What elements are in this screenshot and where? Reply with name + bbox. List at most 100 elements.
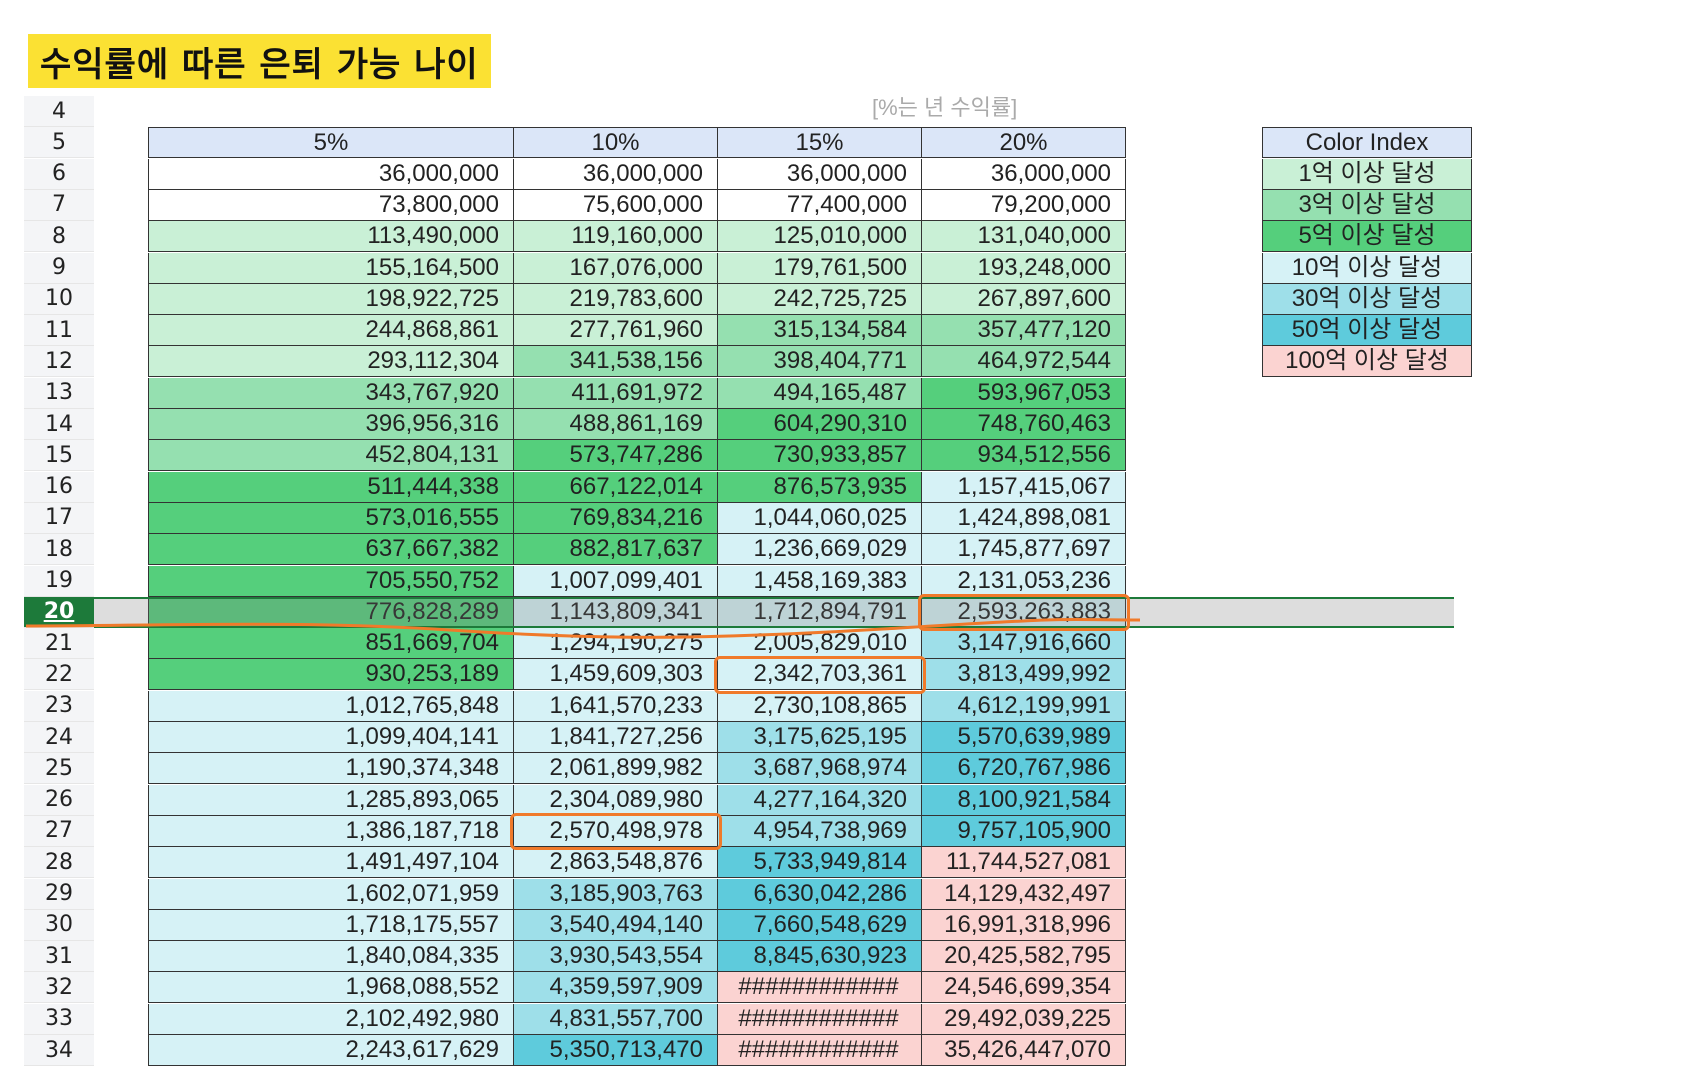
table-cell[interactable]: ############ — [718, 972, 922, 1004]
table-cell[interactable]: 748,760,463 — [922, 409, 1126, 440]
table-cell[interactable]: 3,540,494,140 — [514, 909, 718, 941]
table-cell[interactable]: 315,134,584 — [718, 315, 922, 347]
table-cell[interactable]: 1,718,175,557 — [148, 909, 514, 941]
table-cell[interactable]: 573,747,286 — [514, 440, 718, 472]
table-cell[interactable]: 730,933,857 — [718, 440, 922, 472]
row-number-7[interactable]: 7 — [24, 189, 94, 221]
table-cell[interactable]: 2,863,548,876 — [514, 847, 718, 879]
row-number-32[interactable]: 32 — [24, 972, 94, 1004]
row-number-5[interactable]: 5 — [24, 127, 94, 159]
table-cell[interactable]: 2,570,498,978 — [514, 815, 718, 847]
table-cell[interactable]: 4,277,164,320 — [718, 784, 922, 816]
table-cell[interactable]: 3,930,543,554 — [514, 941, 718, 973]
table-cell[interactable]: 1,841,727,256 — [514, 722, 718, 753]
table-cell[interactable]: 16,991,318,996 — [922, 909, 1126, 941]
table-cell[interactable]: 277,761,960 — [514, 315, 718, 347]
table-cell[interactable]: 341,538,156 — [514, 346, 718, 378]
table-cell[interactable]: 411,691,972 — [514, 377, 718, 409]
table-cell[interactable]: 3,687,968,974 — [718, 753, 922, 785]
table-cell[interactable]: 36,000,000 — [718, 158, 922, 190]
table-cell[interactable]: 8,845,630,923 — [718, 941, 922, 973]
table-cell[interactable]: 5,570,639,989 — [922, 722, 1126, 753]
table-cell[interactable]: 1,007,099,401 — [514, 565, 718, 597]
table-cell[interactable]: 2,005,829,010 — [718, 628, 922, 660]
row-number-14[interactable]: 14 — [24, 409, 94, 440]
table-cell[interactable]: 113,490,000 — [148, 221, 514, 253]
table-cell[interactable]: 3,185,903,763 — [514, 878, 718, 910]
row-number-29[interactable]: 29 — [24, 878, 94, 910]
row-number-9[interactable]: 9 — [24, 252, 94, 284]
table-cell[interactable]: 244,868,861 — [148, 315, 514, 347]
table-cell[interactable]: 77,400,000 — [718, 189, 922, 221]
table-cell[interactable]: 75,600,000 — [514, 189, 718, 221]
table-cell[interactable]: 2,102,492,980 — [148, 1003, 514, 1035]
table-cell[interactable]: 396,956,316 — [148, 409, 514, 440]
table-cell[interactable]: 14,129,432,497 — [922, 878, 1126, 910]
table-cell[interactable]: ############ — [718, 1003, 922, 1035]
table-cell[interactable]: 3,175,625,195 — [718, 722, 922, 753]
row-number-30[interactable]: 30 — [24, 909, 94, 941]
row-number-6[interactable]: 6 — [24, 158, 94, 190]
table-cell[interactable]: 357,477,120 — [922, 315, 1126, 347]
row-number-11[interactable]: 11 — [24, 315, 94, 347]
table-cell[interactable]: 198,922,725 — [148, 283, 514, 315]
row-number-21[interactable]: 21 — [24, 628, 94, 660]
table-cell[interactable]: 4,954,738,969 — [718, 815, 922, 847]
table-cell[interactable]: 1,491,497,104 — [148, 847, 514, 879]
table-cell[interactable]: 2,131,053,236 — [922, 565, 1126, 597]
row-number-27[interactable]: 27 — [24, 815, 94, 847]
table-cell[interactable]: 637,667,382 — [148, 534, 514, 566]
table-cell[interactable]: 11,744,527,081 — [922, 847, 1126, 879]
table-cell[interactable]: 7,660,548,629 — [718, 909, 922, 941]
table-cell[interactable]: 593,967,053 — [922, 377, 1126, 409]
table-cell[interactable]: 293,112,304 — [148, 346, 514, 378]
row-number-34[interactable]: 34 — [24, 1035, 94, 1066]
row-number-13[interactable]: 13 — [24, 377, 94, 409]
row-number-4[interactable]: 4 — [24, 96, 94, 127]
row-number-17[interactable]: 17 — [24, 502, 94, 534]
table-cell[interactable]: 1,012,765,848 — [148, 690, 514, 722]
table-cell[interactable]: 29,492,039,225 — [922, 1003, 1126, 1035]
table-cell[interactable]: 4,359,597,909 — [514, 972, 718, 1004]
table-cell[interactable]: 769,834,216 — [514, 502, 718, 534]
table-cell[interactable]: 2,342,703,361 — [718, 659, 922, 691]
table-cell[interactable]: 1,459,609,303 — [514, 659, 718, 691]
table-cell[interactable]: 119,160,000 — [514, 221, 718, 253]
table-cell[interactable]: 167,076,000 — [514, 252, 718, 284]
table-cell[interactable]: 35,426,447,070 — [922, 1035, 1126, 1066]
row-number-10[interactable]: 10 — [24, 283, 94, 315]
row-number-16[interactable]: 16 — [24, 471, 94, 503]
table-cell[interactable]: 5,733,949,814 — [718, 847, 922, 879]
row-number-33[interactable]: 33 — [24, 1003, 94, 1035]
table-cell[interactable]: 1,157,415,067 — [922, 471, 1126, 503]
table-cell[interactable]: 131,040,000 — [922, 221, 1126, 253]
table-cell[interactable]: 1,236,669,029 — [718, 534, 922, 566]
row-number-19[interactable]: 19 — [24, 565, 94, 597]
table-cell[interactable]: 343,767,920 — [148, 377, 514, 409]
table-cell[interactable]: 73,800,000 — [148, 189, 514, 221]
row-number-25[interactable]: 25 — [24, 753, 94, 785]
table-cell[interactable]: 179,761,500 — [718, 252, 922, 284]
table-cell[interactable]: 1,602,071,959 — [148, 878, 514, 910]
row-number-24[interactable]: 24 — [24, 722, 94, 753]
table-cell[interactable]: 464,972,544 — [922, 346, 1126, 378]
row-number-31[interactable]: 31 — [24, 941, 94, 973]
row-number-23[interactable]: 23 — [24, 690, 94, 722]
table-cell[interactable]: 193,248,000 — [922, 252, 1126, 284]
table-cell[interactable]: 2,061,899,982 — [514, 753, 718, 785]
column-header[interactable]: 10% — [514, 127, 718, 159]
table-cell[interactable]: 934,512,556 — [922, 440, 1126, 472]
table-cell[interactable]: 125,010,000 — [718, 221, 922, 253]
row-number-12[interactable]: 12 — [24, 346, 94, 378]
table-cell[interactable]: 882,817,637 — [514, 534, 718, 566]
table-cell[interactable]: 398,404,771 — [718, 346, 922, 378]
row-number-8[interactable]: 8 — [24, 221, 94, 253]
row-number-15[interactable]: 15 — [24, 440, 94, 472]
table-cell[interactable]: 219,783,600 — [514, 283, 718, 315]
table-cell[interactable]: 20,425,582,795 — [922, 941, 1126, 973]
table-cell[interactable]: 1,044,060,025 — [718, 502, 922, 534]
table-cell[interactable]: 494,165,487 — [718, 377, 922, 409]
table-cell[interactable]: 8,100,921,584 — [922, 784, 1126, 816]
row-number-22[interactable]: 22 — [24, 659, 94, 691]
table-cell[interactable]: 2,304,089,980 — [514, 784, 718, 816]
